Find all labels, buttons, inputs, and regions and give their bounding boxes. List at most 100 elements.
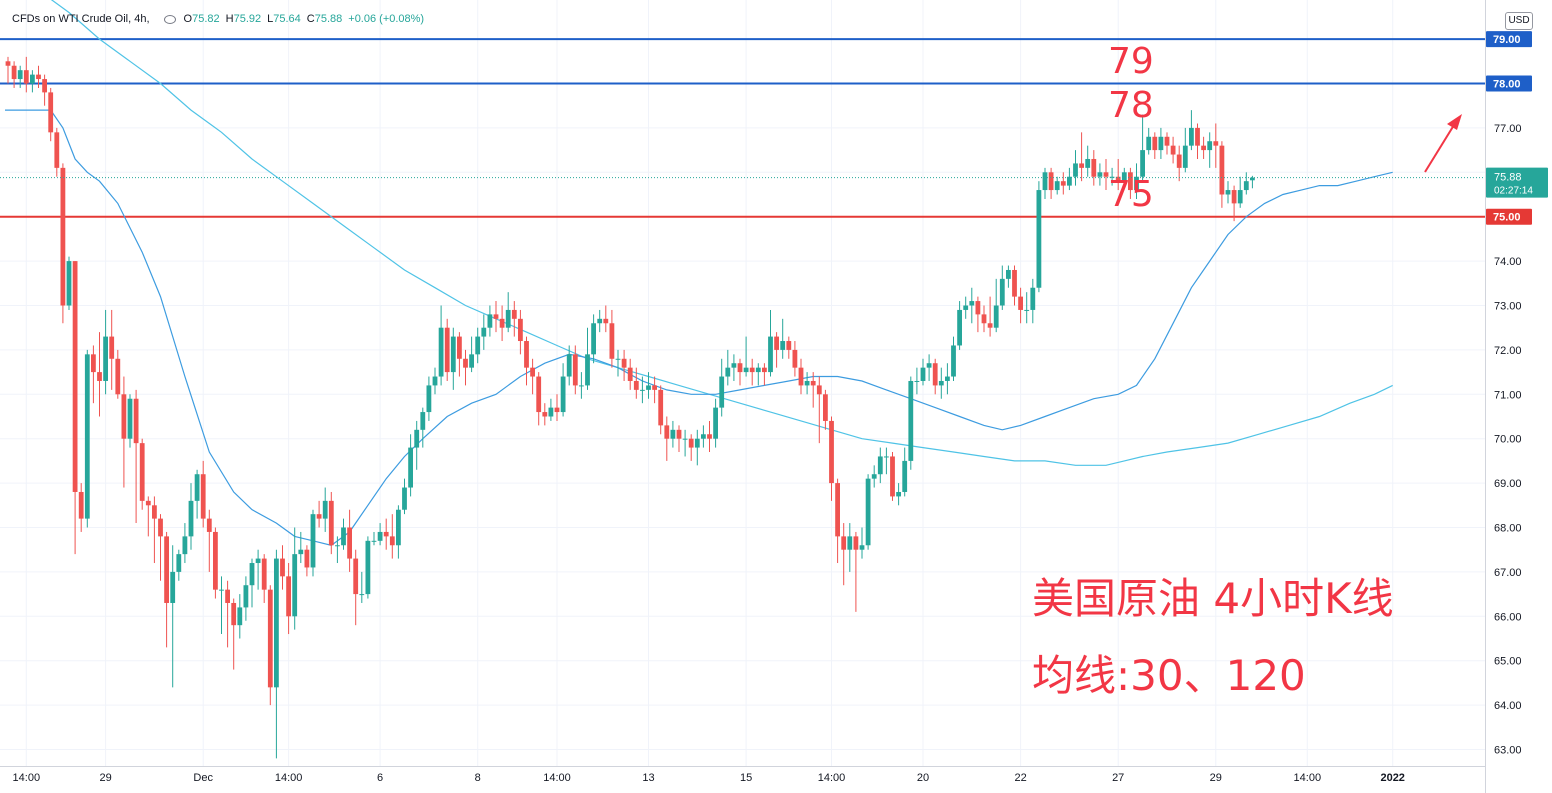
candle-body (1146, 136, 1152, 151)
candle-body (298, 549, 304, 555)
ma120-path (50, 0, 1393, 466)
candle-body (1115, 176, 1121, 182)
candlestick-series (5, 56, 1255, 759)
candle-body (420, 412, 426, 430)
candle-body (225, 589, 230, 603)
currency-button[interactable]: USD (1505, 12, 1533, 30)
time-axis: 14:00 29 Dec 14:00 6 8 14:00 13 15 14:00 20 22 27 29 1… (0, 766, 1485, 793)
candle (951, 336, 956, 381)
candle-body (231, 602, 237, 626)
candle-body (762, 367, 767, 373)
candle-body (359, 594, 365, 596)
candle (164, 531, 169, 648)
time-tick-label: 22 (1014, 772, 1026, 784)
high-value: 75.92 (233, 13, 262, 25)
candle-body (1164, 136, 1170, 146)
candle-body (926, 363, 932, 368)
price-tick-label: 67.00 (1494, 567, 1522, 579)
candle (158, 514, 163, 581)
candle-body (1213, 141, 1219, 146)
candle (1201, 136, 1206, 159)
candle-body (1121, 172, 1127, 182)
candle-body (652, 385, 657, 390)
candle (310, 509, 316, 577)
candle (426, 376, 432, 421)
time-axis-bg (0, 766, 1485, 793)
candle-body (1128, 172, 1133, 191)
candle (609, 309, 615, 368)
candle (408, 434, 413, 497)
candle (621, 349, 627, 381)
candle-body (389, 536, 395, 546)
candle (1042, 167, 1048, 199)
candle (1237, 176, 1243, 208)
candle-body (66, 261, 72, 306)
candle-body (804, 380, 810, 386)
candle-body (707, 434, 712, 439)
candle (127, 394, 133, 448)
ma30-path (5, 109, 1393, 546)
candle (304, 545, 310, 577)
last-price-text: 75.88 (1494, 172, 1522, 184)
candle (1006, 265, 1011, 288)
eye-icon[interactable] (163, 14, 176, 24)
candle-body (182, 536, 188, 555)
annotation-78: 78 (1108, 85, 1154, 126)
candle-body (774, 336, 779, 350)
candle (798, 358, 804, 395)
time-tick-label: 8 (475, 772, 481, 784)
candle (920, 358, 926, 386)
price-axis-bg (1485, 0, 1552, 793)
candle (48, 87, 54, 142)
candle-body (1042, 172, 1048, 191)
candle (286, 563, 291, 635)
candle-body (1054, 181, 1060, 191)
candle (78, 483, 84, 532)
change-value: +0.06 (+0.08%) (348, 13, 425, 25)
candle (292, 527, 298, 630)
candle (249, 558, 255, 608)
candle (200, 460, 206, 528)
candle-body (688, 438, 694, 448)
candle (707, 420, 712, 453)
time-tick-label: 20 (917, 772, 929, 784)
candle-body (530, 367, 535, 377)
candle (176, 549, 182, 581)
candle-body (737, 363, 743, 373)
ma120-line (50, 0, 1393, 466)
candle (640, 376, 645, 404)
candle (1170, 136, 1176, 164)
candle-body (865, 478, 871, 546)
candle-body (511, 309, 517, 319)
candle (237, 594, 243, 639)
candle (615, 349, 621, 377)
last-price-tag (1486, 167, 1548, 198)
candle-body (572, 354, 578, 386)
candle (1079, 132, 1084, 182)
candle (627, 358, 633, 390)
candle (774, 332, 779, 368)
candle (499, 305, 505, 342)
candle (1036, 181, 1042, 293)
symbol-legend[interactable]: CFDs on WTI Crude Oil, 4h, O75.82 H75.92 L7… (12, 13, 430, 25)
candle-body (188, 500, 194, 537)
candle-body (920, 367, 926, 381)
candle-body (591, 323, 596, 355)
price-tick-label: 63.00 (1494, 745, 1522, 757)
candle (103, 309, 108, 395)
candle (1091, 150, 1097, 186)
candle-body (853, 536, 859, 550)
close-value: 75.88 (314, 13, 343, 25)
candle (432, 367, 438, 395)
candle-body (463, 358, 468, 368)
candle (450, 327, 456, 390)
candle-body (457, 336, 462, 359)
price-tick-label: 69.00 (1494, 478, 1522, 490)
candle-body (999, 278, 1005, 306)
candle-body (890, 456, 895, 497)
candle-body (1243, 181, 1249, 191)
candle (670, 420, 676, 448)
candle-body (1225, 190, 1231, 195)
candle-body (402, 487, 407, 510)
